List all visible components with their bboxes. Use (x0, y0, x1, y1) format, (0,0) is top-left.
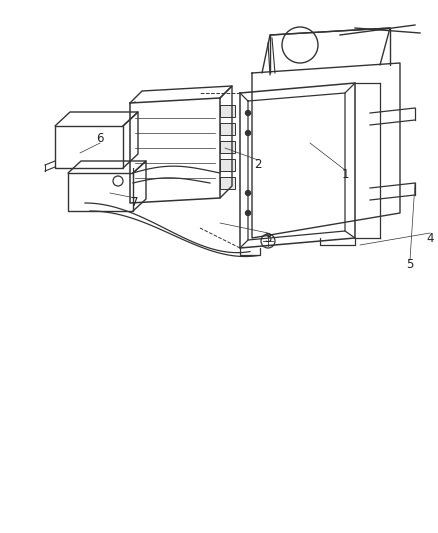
Text: 4: 4 (425, 231, 433, 245)
Circle shape (245, 131, 250, 135)
Bar (219, 141, 234, 153)
Circle shape (245, 110, 250, 116)
Bar (55, 126, 123, 168)
Bar (219, 177, 234, 189)
Bar (219, 105, 234, 117)
Text: 7: 7 (131, 197, 138, 209)
Text: 6: 6 (96, 132, 103, 144)
Text: 3: 3 (264, 231, 271, 245)
Circle shape (245, 211, 250, 215)
Text: 2: 2 (254, 158, 261, 172)
Circle shape (245, 190, 250, 196)
Text: 5: 5 (406, 259, 413, 271)
Bar (219, 159, 234, 171)
Text: 1: 1 (340, 168, 348, 182)
Bar (219, 123, 234, 135)
Bar (68, 173, 133, 211)
